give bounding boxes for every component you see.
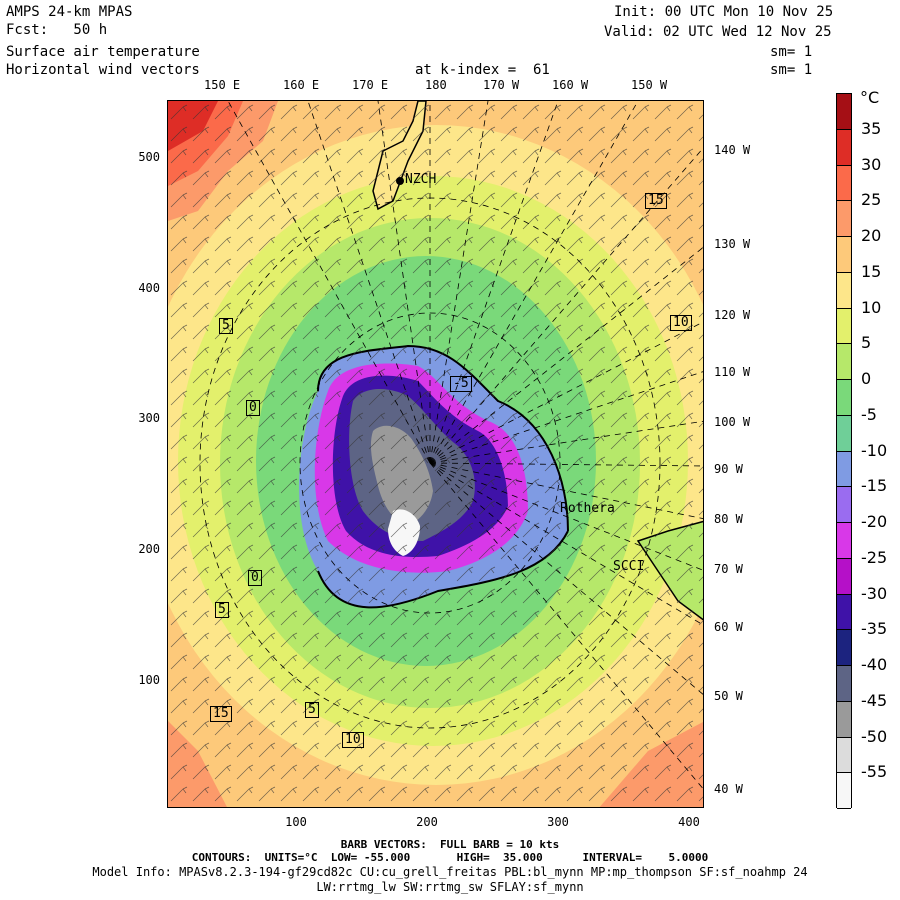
lon-label-160e: 160 E [283,78,320,92]
colorbar-segment [837,737,851,774]
colorbar-segment [837,308,851,345]
lon-label-140w: 140 W [714,143,751,157]
lon-label-170w: 170 W [483,78,520,92]
colorbar-segment [837,415,851,452]
colorbar-tick-label: -5 [861,404,877,424]
colorbar-segment [837,165,851,202]
colorbar-segment [837,701,851,738]
model-physics: LW:rrtmg_lw SW:rrtmg_sw SFLAY:sf_mynn [316,880,584,894]
temperature-map [167,100,704,808]
colorbar-tick-label: 5 [861,333,872,353]
smoothing-label-2: sm= 1 [770,62,813,78]
colorbar-segment [837,380,851,416]
colorbar-tick-label: 20 [861,226,882,245]
model-info: Model Info: MPASv8.2.3-194-gf29cd82c CU:… [92,865,808,879]
colorbar-segment [837,237,851,273]
colorbar-tick-label: -45 [861,690,888,710]
lon-label-120w: 120 W [714,308,751,322]
contour-label-5-sw: 5 [215,602,229,618]
forecast-hour: Fcst: 50 h [6,22,108,38]
graticule [199,101,703,790]
contour-label-10-east: 10 [670,315,692,331]
lon-label-50w: 50 W [714,689,743,703]
colorbar-segment [837,272,851,309]
colorbar-tick-label: -15 [861,476,888,496]
lon-label-80w: 80 W [714,512,743,526]
colorbar-tick-label: -10 [861,440,888,460]
colorbar-tick-label: -55 [861,762,888,782]
colorbar-segment [837,630,851,666]
wind-barbs [168,101,703,807]
colorbar-segment [837,129,851,166]
smoothing-label-1: sm= 1 [770,44,813,60]
x-tick-100: 100 [285,815,307,829]
lon-label-180: 180 [425,78,447,92]
colorbar-segment [837,666,851,702]
colorbar-segment [837,594,851,631]
colorbar-segment [837,558,851,595]
vector-title: Horizontal wind vectors [6,62,200,78]
valid-time: Valid: 02 UTC Wed 12 Nov 25 [604,24,832,40]
colorbar-segment [837,451,851,488]
colorbar [836,93,852,809]
field-title: Surface air temperature [6,44,200,60]
model-title: AMPS 24-km MPAS [6,4,133,20]
colorbar-tick-label: 25 [861,190,882,210]
colorbar-segment [837,344,851,380]
lon-label-110w: 110 W [714,365,751,379]
contour-label-10-south: 10 [342,732,364,748]
colorbar-segment [837,523,851,559]
station-marker-nzch [396,177,404,185]
contour-label-0-west: 0 [246,400,260,416]
lon-label-90w: 90 W [714,462,743,476]
station-rothera: Rothera [560,501,615,516]
contour-label-5-west: 5 [219,318,233,334]
colorbar-tick-label: -50 [861,726,888,746]
colorbar-tick-label: 15 [861,261,882,281]
colorbar-tick-label: -20 [861,512,888,531]
colorbar-segment [837,487,851,523]
lon-label-170e: 170 E [352,78,389,92]
y-tick-300: 300 [138,411,160,425]
contour-label-minus5: -5 [450,376,472,392]
lon-label-150w: 150 W [631,78,668,92]
lon-label-70w: 70 W [714,562,743,576]
lon-label-100w: 100 W [714,415,751,429]
map-canvas [168,101,703,807]
y-tick-500: 500 [138,150,160,164]
colorbar-tick-label: -30 [861,583,888,603]
lon-label-160w: 160 W [552,78,589,92]
barb-legend: BARB VECTORS: FULL BARB = 10 kts [340,838,560,851]
y-tick-100: 100 [138,673,160,687]
colorbar-tick-label: -25 [861,547,888,567]
colorbar-tick-label: -40 [861,655,888,674]
colorbar-tick-label: 0 [861,369,872,388]
colorbar-segment [837,773,851,809]
colorbar-segment [837,201,851,237]
contour-label-15-sw: 15 [210,706,232,722]
station-scci: SCCI [613,559,645,574]
lon-label-130w: 130 W [714,237,751,251]
x-tick-300: 300 [547,815,569,829]
contour-label-0-sw: 0 [248,570,262,586]
y-tick-200: 200 [138,542,160,556]
y-tick-400: 400 [138,281,160,295]
x-tick-400: 400 [678,815,700,829]
k-index-label: at k-index = 61 [415,62,550,78]
colorbar-tick-label: 30 [861,154,882,174]
colorbar-unit: °C [860,88,880,107]
lon-label-40w: 40 W [714,782,743,796]
station-nzch: NZCH [405,172,437,187]
colorbar-tick-label: -35 [861,619,888,639]
lon-label-60w: 60 W [714,620,743,634]
colorbar-tick-label: 35 [861,118,882,138]
lon-label-150e: 150 E [204,78,241,92]
contour-label-5-south: 5 [305,702,319,718]
colorbar-segment [837,94,851,130]
contour-info: CONTOURS: UNITS=°C LOW= -55.000 HIGH= 35… [191,851,709,864]
init-time: Init: 00 UTC Mon 10 Nov 25 [614,4,834,20]
colorbar-tick-label: 10 [861,297,882,317]
x-tick-200: 200 [416,815,438,829]
contour-label-15: 15 [645,193,667,209]
